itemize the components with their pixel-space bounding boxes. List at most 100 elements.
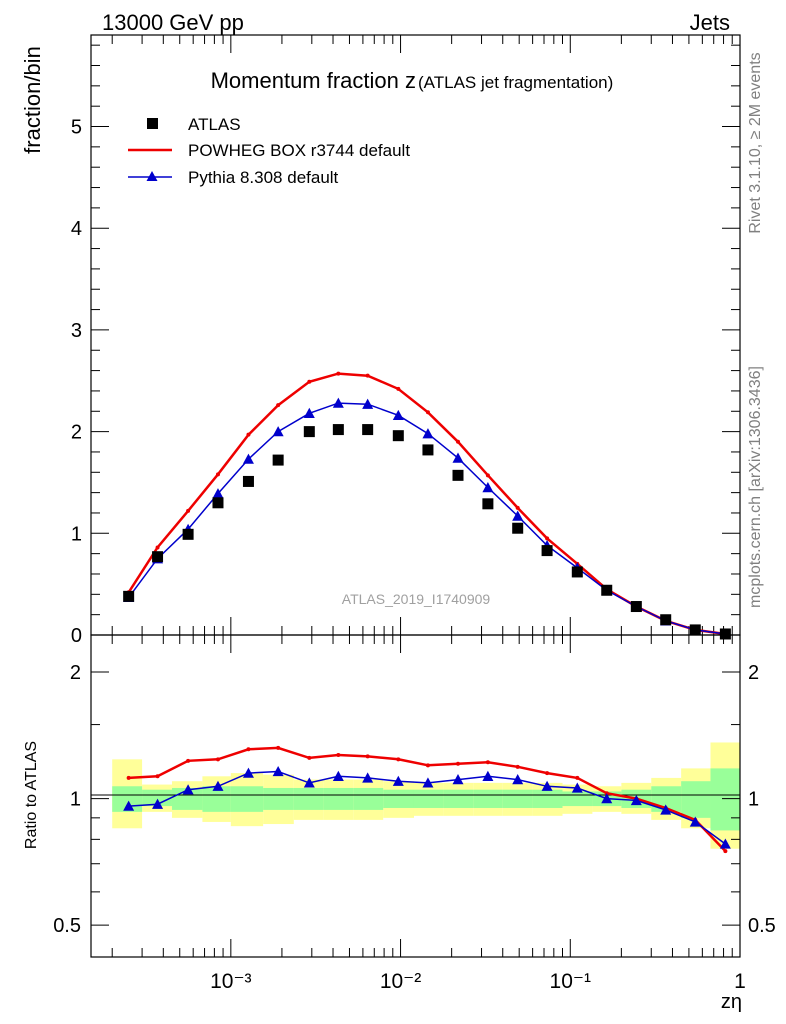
atlas-point (182, 528, 194, 540)
powheg-point (186, 508, 191, 513)
y-tick-label: 4 (71, 218, 82, 240)
powheg-point (336, 371, 341, 376)
ratio-pythia-point (541, 780, 553, 791)
legend-marker-atlas (147, 118, 158, 129)
y-axis-label: fraction/bin (20, 46, 45, 154)
ratio-pythia-point (123, 800, 135, 811)
atlas-point (660, 614, 672, 626)
pythia-point (422, 428, 434, 439)
ratio-pythia-point (452, 774, 464, 785)
main-series (123, 371, 731, 640)
ratio-band-inner-bin (142, 789, 172, 807)
atlas-point (630, 601, 642, 613)
header-left: 13000 GeV pp (102, 10, 244, 35)
ratio-y-tick-label: 1 (70, 789, 81, 811)
pythia-point (272, 426, 284, 437)
ratio-powheg-point (336, 752, 341, 757)
atlas-point (152, 551, 164, 563)
atlas-point (392, 430, 404, 442)
y-tick-label: 3 (71, 320, 82, 342)
ratio-band-inner-bin (323, 787, 354, 810)
y-tick-label: 5 (71, 117, 82, 139)
x-axis-label: zη (721, 991, 742, 1013)
atlas-point (601, 584, 613, 596)
x-axis: 10⁻³ 10⁻² 10⁻¹ 1 (210, 970, 746, 993)
ratio-pythia-point (571, 782, 583, 793)
ratio-frame (90, 634, 741, 958)
ratio-powheg-point (575, 775, 580, 780)
legend-label-atlas: ATLAS (188, 115, 241, 134)
ratio-powheg-point (425, 763, 430, 768)
powheg-point (545, 536, 550, 541)
ratio-pythia-point (689, 816, 701, 827)
pythia-point (362, 398, 374, 409)
x-tick-label: 10⁻² (380, 970, 421, 993)
ratio-band-inner-bin (443, 789, 474, 808)
ratio-powheg-point (365, 754, 370, 759)
ratio-pythia-point (242, 767, 254, 778)
powheg-point (307, 379, 312, 384)
ratio-y-axis-label: Ratio to ATLAS (23, 741, 40, 849)
atlas-point (242, 475, 254, 487)
x-tick-label: 10⁻¹ (550, 970, 591, 993)
ratio-powheg-point (723, 849, 728, 854)
powheg-point (215, 472, 220, 477)
x-tick-label: 10⁻³ (210, 970, 251, 993)
atlas-point (482, 498, 494, 510)
ratio-band-inner-bin (532, 789, 563, 808)
pythia-point (332, 397, 344, 408)
analysis-watermark: ATLAS_2019_I1740909 (342, 591, 491, 607)
ratio-pythia-point (392, 775, 404, 786)
pythia-point (512, 510, 524, 521)
ratio-pythia-point (362, 772, 374, 783)
atlas-point (212, 497, 224, 509)
atlas-point (422, 444, 434, 456)
rivet-label: Rivet 3.1.10, ≥ 2M events (747, 52, 764, 233)
y-tick-label: 2 (71, 422, 82, 444)
atlas-point (362, 424, 374, 436)
atlas-point (719, 628, 731, 640)
chart-subtitle: (ATLAS jet fragmentation) (418, 73, 613, 92)
ratio-powheg-point (396, 757, 401, 762)
ratio-powheg-point (155, 774, 160, 779)
legend: ATLAS POWHEG BOX r3744 default Pythia 8.… (128, 115, 410, 187)
ratio-band-inner-bin (230, 786, 264, 812)
pythia-point (392, 409, 404, 421)
ratio-band-inner-bin (473, 789, 503, 808)
ratio-band-inner-bin (353, 787, 384, 810)
ratio-y-tick-label-right: 1 (748, 789, 759, 811)
ratio-y-tick-label: 0.5 (53, 915, 81, 937)
y-tick-label: 0 (71, 625, 82, 647)
ratio-panel: 0.5 0.5 1 1 2 2 Ratio to ATLAS (23, 634, 776, 958)
atlas-point (571, 566, 583, 578)
ratio-band-inner-bin (263, 787, 294, 810)
mcplots-label: mcplots.cern.ch [arXiv:1306.3436] (747, 366, 764, 608)
ratio-band-inner-bin (681, 781, 711, 818)
ratio-pythia-point (660, 804, 672, 815)
ratio-series (123, 745, 731, 854)
pythia-point (482, 482, 494, 493)
powheg-point (246, 432, 251, 437)
ratio-pythia-point (152, 798, 164, 809)
ratio-pythia-point (601, 793, 613, 804)
ratio-pythia-point (512, 774, 524, 785)
ratio-pythia-point (332, 770, 344, 781)
powheg-point (365, 373, 370, 378)
ratio-pythia-point (303, 777, 315, 788)
ratio-pythia-point (422, 777, 434, 788)
ratio-powheg-point (515, 764, 520, 769)
ratio-pythia-point (272, 766, 284, 777)
header-right: Jets (690, 10, 730, 35)
legend-label-powheg: POWHEG BOX r3744 default (188, 141, 410, 160)
atlas-point (123, 590, 135, 602)
y-tick-label: 1 (71, 523, 82, 545)
ratio-powheg-point (307, 755, 312, 760)
pythia-point (303, 407, 315, 418)
atlas-point (512, 522, 524, 534)
ratio-pythia-point (212, 780, 224, 791)
atlas-point (689, 624, 701, 636)
main-axis-ticks: 0 1 2 3 4 5 (71, 35, 741, 647)
powheg-point (425, 410, 430, 415)
ratio-powheg-point (485, 760, 490, 765)
